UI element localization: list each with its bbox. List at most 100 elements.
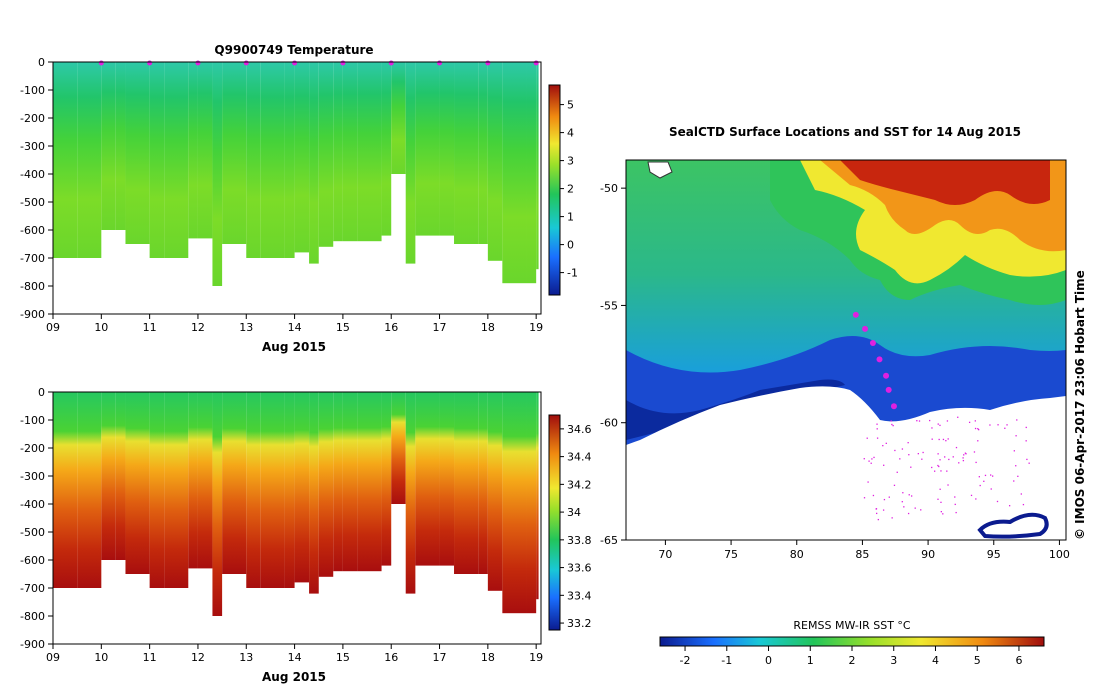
salinity-y-tick-label: -600 <box>20 554 45 567</box>
temperature-x-tick-label: 13 <box>239 321 253 334</box>
temperature-y-tick-label: -300 <box>20 140 45 153</box>
temperature-colorbar <box>548 84 561 296</box>
temperature-profile-column <box>53 62 78 258</box>
seal-past-location <box>870 462 872 464</box>
seal-past-location <box>902 492 904 494</box>
seal-track <box>852 311 897 410</box>
seal-past-location <box>922 451 924 454</box>
temperature-profile-column <box>284 62 295 258</box>
seal-past-location <box>1004 427 1006 429</box>
temperature-y-tick-label: -900 <box>20 308 45 321</box>
salinity-x-tick-label: 15 <box>336 651 350 664</box>
colorbar-tick-label: 33.6 <box>567 562 592 575</box>
temperature-profile-column <box>164 62 189 258</box>
seal-past-location <box>1013 450 1015 452</box>
seal-past-location <box>903 506 905 508</box>
temperature-y-tick-label: -600 <box>20 224 45 237</box>
seal-past-location <box>873 456 875 459</box>
sst-hot-zone <box>840 160 1050 205</box>
seal-past-location <box>868 460 870 462</box>
salinity-panel: 09 10 11 12 13 14 15 16 17 18 19 0 -100 -200 -300 -400… <box>20 386 591 684</box>
temperature-y-tick-label: -200 <box>20 112 45 125</box>
salinity-profile-column <box>487 392 503 591</box>
seal-past-location <box>977 440 979 442</box>
salinity-x-tick-label: 18 <box>481 651 495 664</box>
surface-marker <box>243 60 249 66</box>
seal-past-location <box>945 440 947 442</box>
salinity-profile-column <box>77 392 102 588</box>
surface-marker <box>437 60 443 66</box>
seal-past-location <box>964 452 967 454</box>
seal-past-location <box>875 508 877 510</box>
map-x-tick-label: 70 <box>658 548 672 561</box>
seal-past-location <box>937 464 939 467</box>
seal-past-location <box>946 470 948 472</box>
seal-past-location <box>929 419 931 422</box>
seal-past-location <box>892 424 894 427</box>
salinity-x-label: Aug 2015 <box>262 670 326 684</box>
salinity-profile-column <box>526 392 537 614</box>
seal-past-location <box>871 458 873 460</box>
seal-past-location <box>975 461 977 464</box>
salinity-x-tick-label: 13 <box>239 651 253 664</box>
seal-past-location <box>876 512 878 515</box>
temperature-panel: Q9900749 Temperature 09 10 11 12 13 14 15 16 17 1… <box>20 43 578 354</box>
salinity-x-tick-label: 19 <box>529 651 543 664</box>
map-y-tick-label: -55 <box>600 299 618 312</box>
sst-colorbar-tick-label: -1 <box>721 654 732 667</box>
kerguelen-land <box>977 512 1049 539</box>
salinity-y-axis: 0 -100 -200 -300 -400 -500 -600 -700 -800 -900 <box>20 386 53 651</box>
seal-past-location <box>954 503 956 506</box>
seal-past-location <box>958 462 960 464</box>
seal-past-location <box>894 449 896 452</box>
island-outline <box>647 161 673 179</box>
temperature-x-tick-label: 14 <box>288 321 302 334</box>
map-title: SealCTD Surface Locations and SST for 14… <box>669 125 1021 139</box>
seal-past-location <box>939 488 941 490</box>
sst-colorbar <box>659 636 1045 647</box>
salinity-profile-column <box>357 392 382 572</box>
temperature-profile-column <box>536 62 539 270</box>
sst-colorbar-tick-label: 4 <box>932 654 939 667</box>
salinity-x-axis: 09 10 11 12 13 14 15 16 17 18 19 <box>46 644 543 664</box>
surface-marker <box>533 60 539 66</box>
seal-past-location <box>977 429 980 431</box>
salinity-profile-column <box>53 392 78 588</box>
surface-marker <box>195 60 201 66</box>
seal-past-location <box>942 513 944 515</box>
salinity-profiles <box>53 392 539 616</box>
temperature-x-tick-label: 10 <box>94 321 108 334</box>
colorbar-tick-label: 33.4 <box>567 589 592 602</box>
salinity-y-tick-label: -700 <box>20 582 45 595</box>
temperature-profile-column <box>222 62 247 244</box>
salinity-y-tick-label: -100 <box>20 414 45 427</box>
salinity-x-tick-label: 10 <box>94 651 108 664</box>
seal-past-location <box>1020 493 1022 495</box>
seal-past-location <box>1016 419 1018 421</box>
seal-past-location <box>907 512 910 515</box>
seal-past-location <box>938 465 940 468</box>
map-x-tick-label: 95 <box>987 548 1001 561</box>
temperature-x-tick-label: 18 <box>481 321 495 334</box>
seal-past-location <box>901 448 904 450</box>
seal-scatter <box>863 416 1030 521</box>
salinity-y-tick-label: -900 <box>20 638 45 651</box>
seal-past-location <box>940 511 942 513</box>
seal-past-location <box>942 438 945 441</box>
seal-surface-location <box>885 386 892 393</box>
salinity-profile-column <box>222 392 247 574</box>
seal-past-location <box>931 438 933 440</box>
temperature-plot-frame <box>52 61 542 315</box>
colorbar-tick-label: 5 <box>567 99 574 112</box>
seal-past-location <box>882 444 884 447</box>
seal-past-location <box>1015 435 1017 437</box>
seal-past-location <box>931 427 933 429</box>
temperature-y-tick-label: -500 <box>20 196 45 209</box>
colorbar-tick-label: -1 <box>567 267 578 280</box>
map-x-tick-label: 80 <box>790 548 804 561</box>
temperature-profile-column <box>77 62 102 258</box>
temperature-profile-column <box>197 62 213 239</box>
colorbar-tick-label: 1 <box>567 211 574 224</box>
temperature-x-tick-label: 12 <box>191 321 205 334</box>
map-y-tick-label: -60 <box>600 417 618 430</box>
